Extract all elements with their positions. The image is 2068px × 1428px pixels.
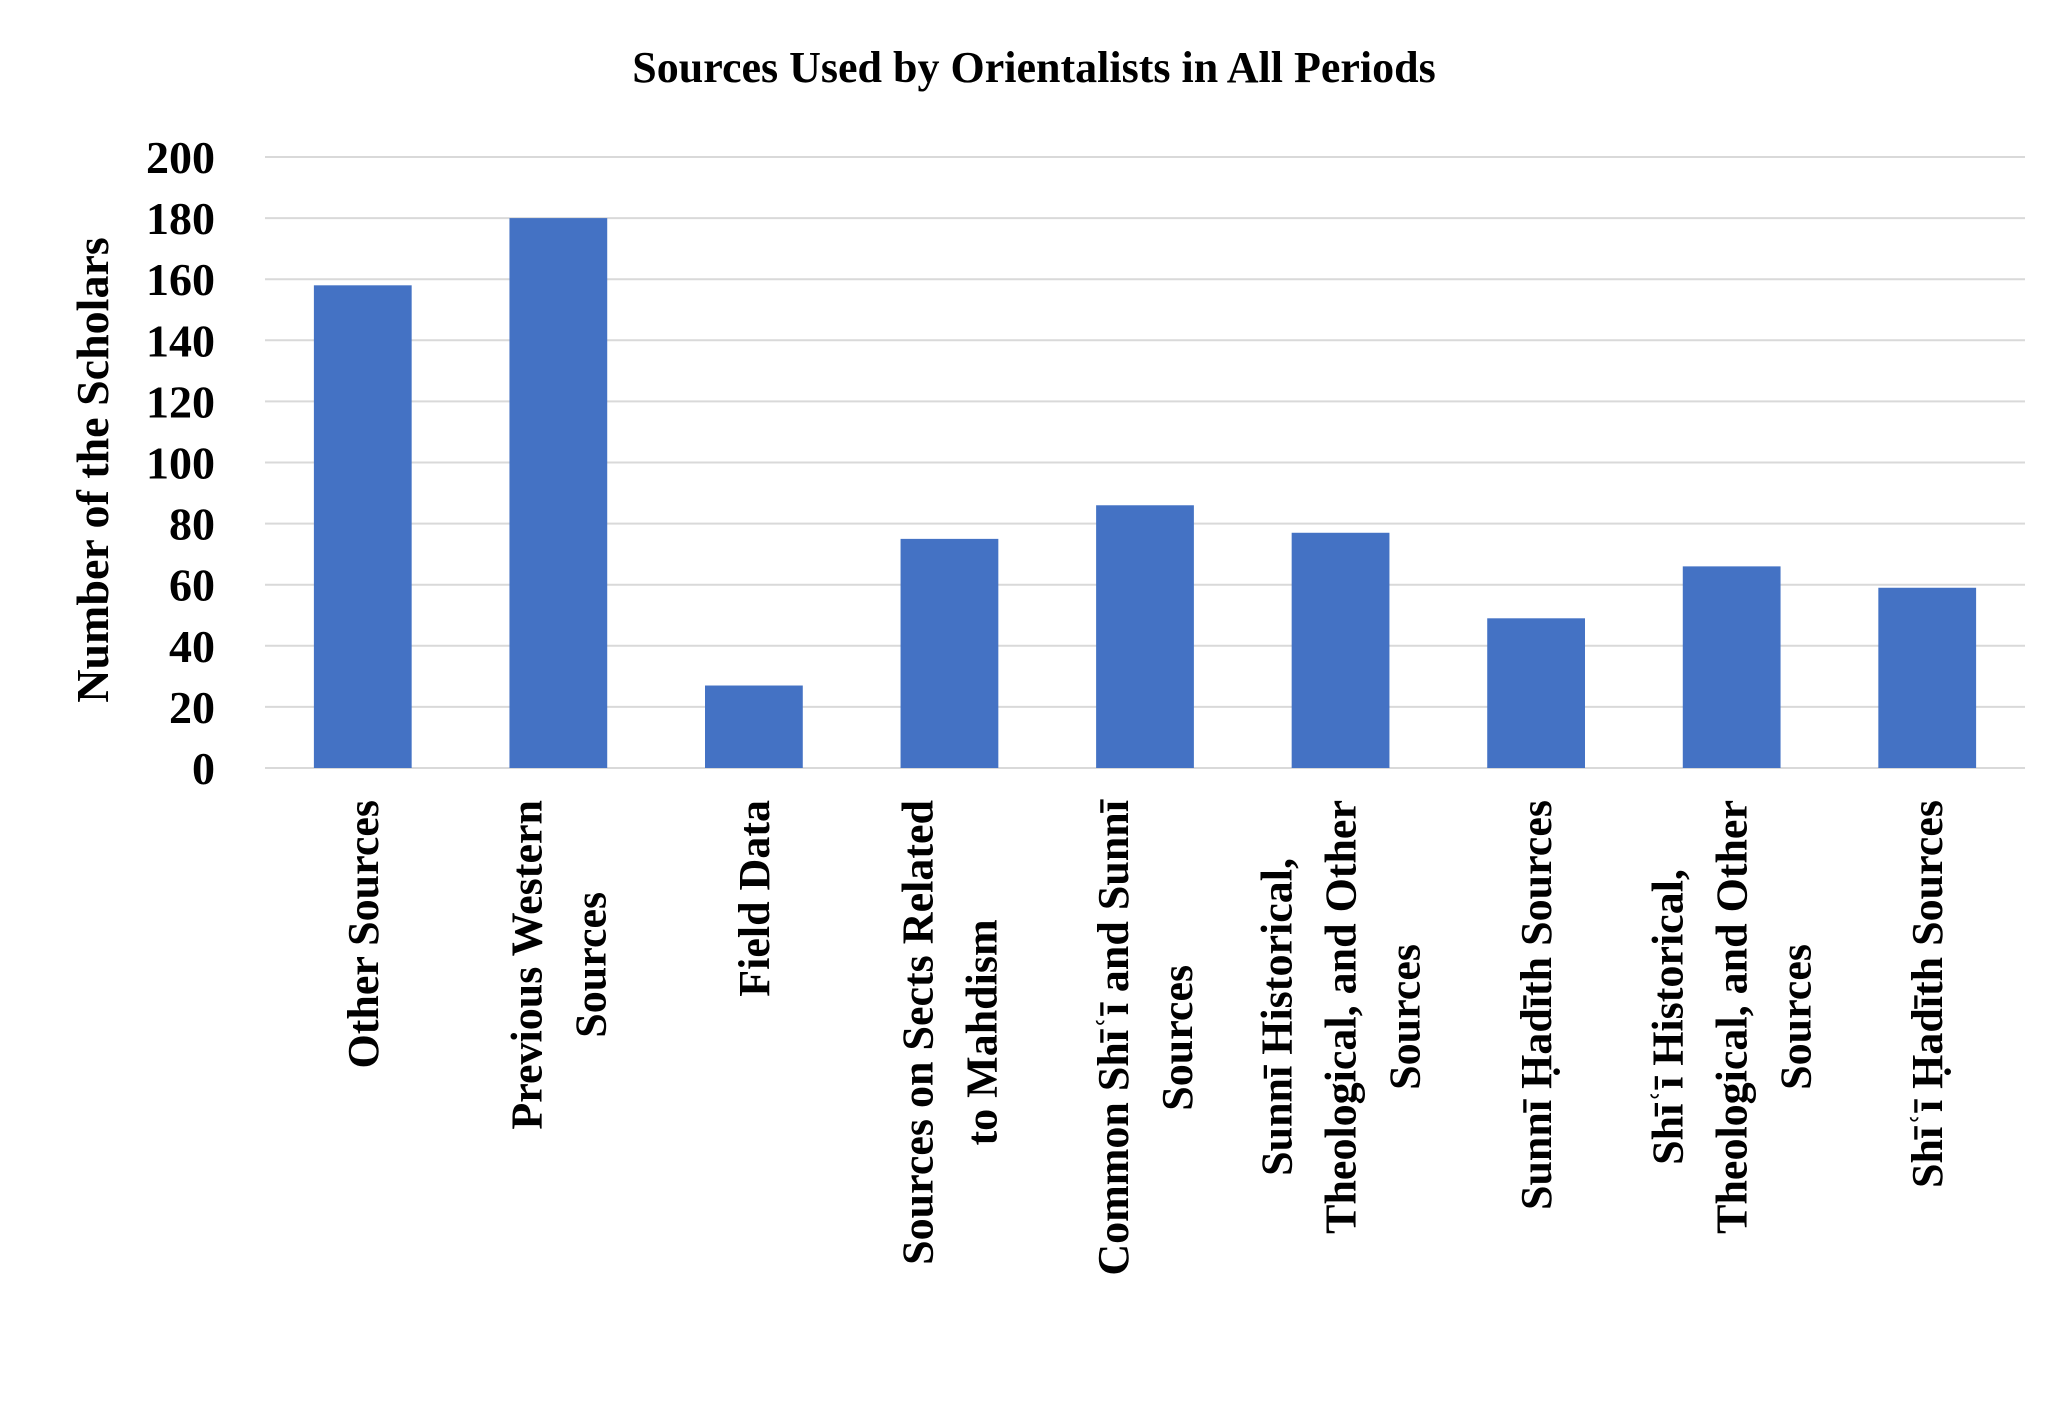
- x-tick-label: Sources on Sects Related to Mahdism: [893, 800, 1006, 1265]
- bar: [1291, 532, 1390, 768]
- bar: [900, 538, 999, 768]
- chart-title: Sources Used by Orientalists in All Peri…: [632, 43, 1435, 92]
- x-tick-label-line: Sources: [1772, 944, 1821, 1090]
- y-tick-label: 160: [146, 254, 215, 305]
- x-tick-label-line: Theological, and Other: [1708, 800, 1757, 1234]
- x-tick-label: Field Data: [730, 800, 779, 997]
- x-tick-label-line: Field Data: [730, 800, 779, 997]
- bar: [1878, 587, 1977, 768]
- x-tick-label-line: Other Sources: [339, 800, 388, 1068]
- bar: [1682, 566, 1781, 768]
- x-tick-label: Other Sources: [339, 800, 388, 1068]
- y-tick-label: 80: [169, 499, 215, 550]
- x-tick-label-line: Shīʿī Historical,: [1644, 869, 1693, 1165]
- y-tick-label: 100: [146, 438, 215, 489]
- y-tick-label: 20: [169, 682, 215, 733]
- x-tick-label: Shīʿī Ḥadīth Sources: [1903, 800, 1952, 1188]
- bar: [1487, 618, 1585, 768]
- y-axis-label: Number of the Scholars: [67, 237, 118, 703]
- x-tick-label-line: Sources: [1381, 944, 1430, 1090]
- bar: [705, 685, 803, 768]
- x-tick-label-line: Sunnī Ḥadīth Sources: [1512, 800, 1561, 1210]
- x-tick-label-line: Common Shīʿī and Sunnī: [1089, 799, 1138, 1275]
- x-tick-label: Common Shīʿī and Sunnī Sources: [1089, 799, 1202, 1275]
- x-tick-label: Previous Western Sources: [502, 800, 615, 1130]
- bar: [509, 218, 608, 769]
- x-tick-label-line: Sunnī Historical,: [1253, 858, 1302, 1176]
- x-tick-label-line: to Mahdism: [957, 919, 1006, 1145]
- y-tick-label: 40: [169, 621, 215, 672]
- bar: [313, 285, 412, 768]
- x-tick-label: Sunnī Ḥadīth Sources: [1512, 800, 1561, 1210]
- y-tick-label: 0: [192, 743, 215, 794]
- bar: [1096, 505, 1194, 768]
- x-tick-label-line: Sources: [566, 892, 615, 1038]
- y-tick-label: 60: [169, 560, 215, 611]
- x-tick-label-line: Shīʿī Ḥadīth Sources: [1903, 800, 1952, 1188]
- y-tick-label: 180: [146, 193, 215, 244]
- x-tick-label-line: Sources: [1153, 965, 1202, 1111]
- x-tick-label-line: Previous Western: [502, 800, 551, 1130]
- y-tick-label: 140: [146, 315, 215, 366]
- y-tick-labels: 0 20 40 60 80 100 120 140 160 180 200: [146, 132, 215, 794]
- x-tick-label: Sunnī Historical, Theological, and Other S…: [1253, 800, 1430, 1234]
- x-tick-label-line: Theological, and Other: [1317, 800, 1366, 1234]
- x-tick-label: Shīʿī Historical, Theological, and Other S…: [1644, 800, 1821, 1234]
- y-tick-label: 200: [146, 132, 215, 183]
- bars: [313, 218, 1977, 769]
- y-tick-label: 120: [146, 376, 215, 427]
- x-tick-label-line: Sources on Sects Related: [893, 800, 942, 1265]
- x-tick-labels: Other Sources Previous Western Sources Fiel…: [339, 799, 1952, 1275]
